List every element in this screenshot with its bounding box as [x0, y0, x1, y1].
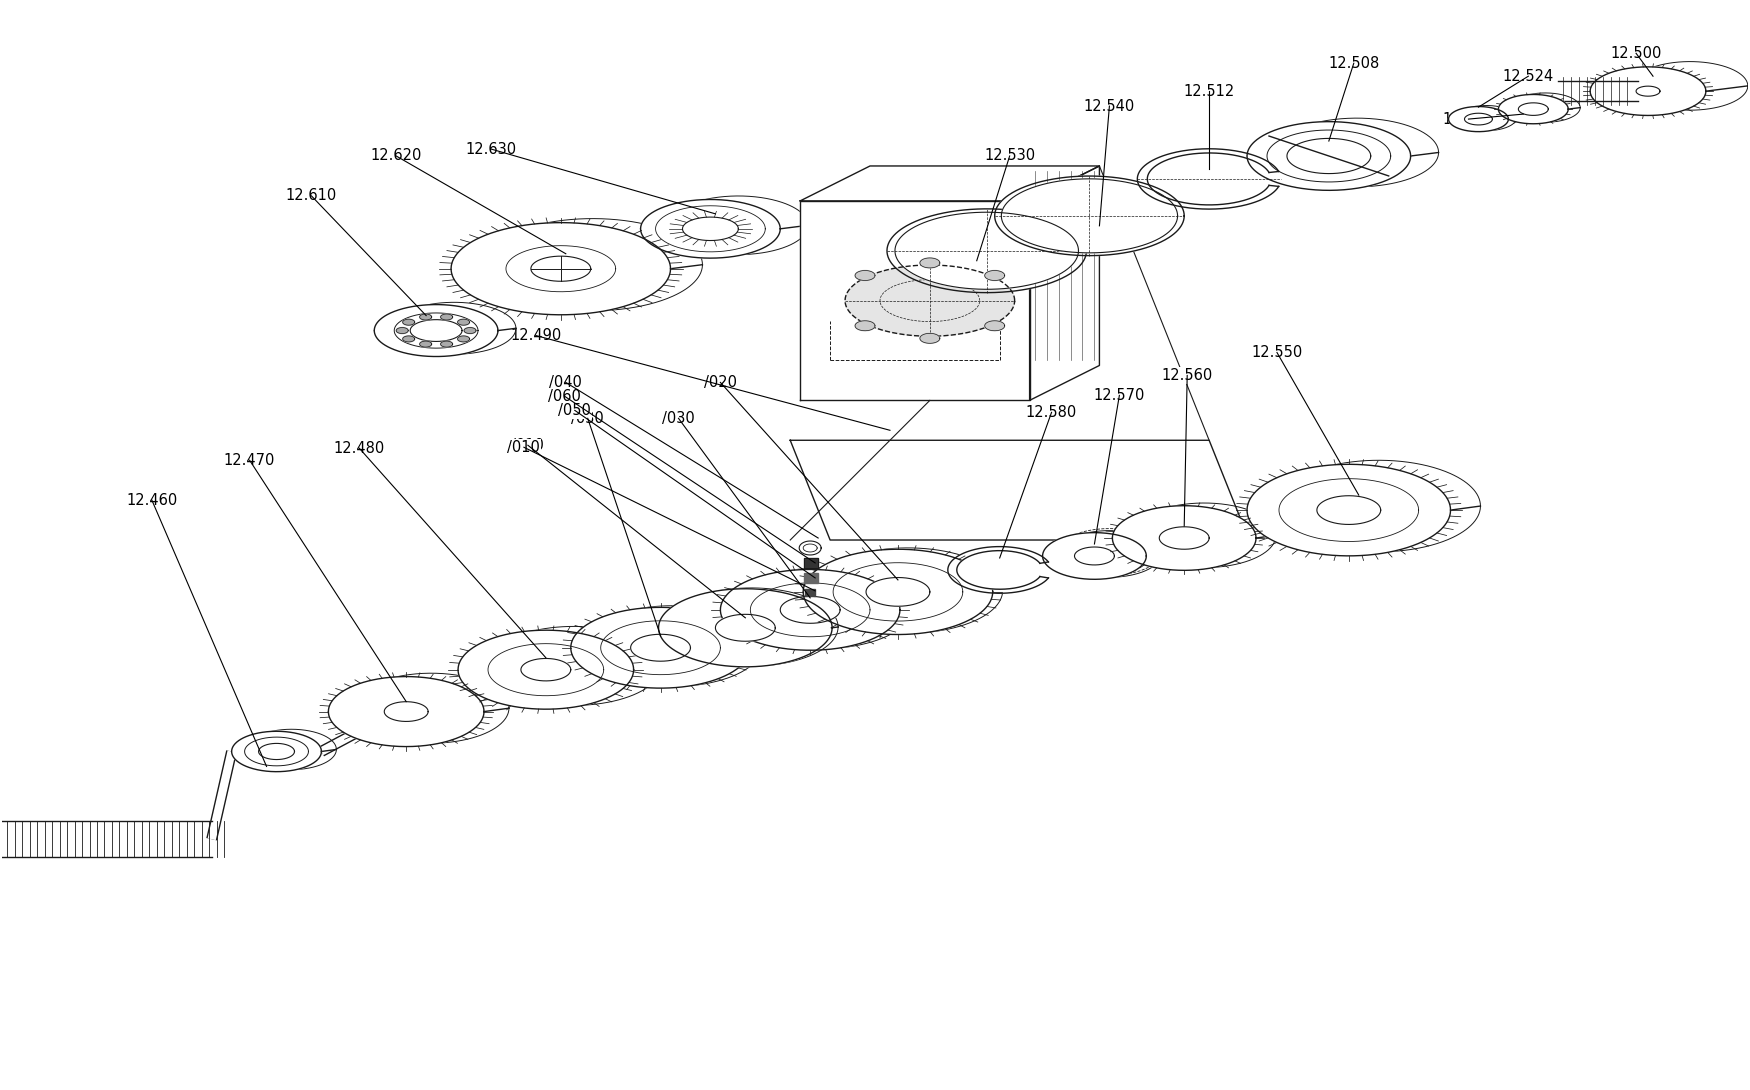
Polygon shape	[791, 440, 1250, 540]
Polygon shape	[845, 265, 1015, 336]
Polygon shape	[803, 544, 817, 552]
Polygon shape	[1519, 102, 1549, 116]
Polygon shape	[420, 314, 432, 320]
Polygon shape	[570, 607, 751, 688]
Polygon shape	[464, 328, 476, 334]
Text: /010: /010	[507, 439, 541, 455]
Polygon shape	[1248, 122, 1411, 191]
Polygon shape	[1591, 66, 1706, 116]
Text: /030: /030	[570, 411, 604, 426]
Text: /030: /030	[662, 411, 695, 426]
Polygon shape	[530, 256, 592, 281]
Polygon shape	[402, 336, 415, 342]
Polygon shape	[1636, 86, 1661, 96]
Text: /010: /010	[511, 438, 544, 452]
Polygon shape	[1138, 148, 1279, 209]
Text: /060: /060	[548, 389, 581, 404]
Text: 12.570: 12.570	[1094, 388, 1144, 403]
Polygon shape	[1158, 526, 1209, 549]
Polygon shape	[385, 702, 429, 722]
Polygon shape	[1558, 81, 1638, 101]
Polygon shape	[856, 270, 875, 280]
Text: 12.460: 12.460	[126, 493, 177, 508]
Text: 12.524: 12.524	[1503, 69, 1554, 84]
Text: 12.540: 12.540	[1083, 98, 1136, 113]
Text: 12.490: 12.490	[511, 328, 562, 343]
Polygon shape	[803, 549, 992, 634]
Polygon shape	[1498, 95, 1568, 124]
Polygon shape	[658, 589, 831, 667]
Text: 12.520: 12.520	[1442, 111, 1494, 126]
Polygon shape	[374, 304, 499, 356]
Polygon shape	[985, 270, 1004, 280]
Polygon shape	[441, 314, 453, 320]
Polygon shape	[800, 201, 1029, 400]
Polygon shape	[994, 177, 1185, 256]
Text: /050: /050	[558, 403, 592, 417]
Polygon shape	[231, 731, 322, 772]
Polygon shape	[716, 615, 775, 641]
Polygon shape	[457, 319, 469, 325]
Text: 12.470: 12.470	[224, 452, 275, 468]
Text: 12.550: 12.550	[1251, 346, 1302, 360]
Polygon shape	[420, 341, 432, 347]
Polygon shape	[1113, 506, 1256, 570]
Polygon shape	[1316, 496, 1381, 524]
Text: /040: /040	[550, 375, 583, 390]
Polygon shape	[887, 209, 1087, 292]
Polygon shape	[1248, 464, 1451, 556]
Polygon shape	[985, 320, 1004, 330]
Text: 12.630: 12.630	[466, 142, 516, 157]
Polygon shape	[259, 743, 294, 760]
Text: 12.610: 12.610	[285, 189, 338, 204]
Polygon shape	[894, 213, 1078, 289]
Polygon shape	[805, 558, 819, 568]
Polygon shape	[457, 336, 469, 342]
Polygon shape	[410, 319, 462, 341]
Polygon shape	[1074, 547, 1115, 565]
Text: 12.560: 12.560	[1162, 368, 1213, 383]
Polygon shape	[441, 341, 453, 347]
Polygon shape	[856, 320, 875, 330]
Polygon shape	[630, 634, 691, 662]
Polygon shape	[800, 541, 821, 555]
Polygon shape	[682, 217, 738, 241]
Polygon shape	[1286, 138, 1370, 173]
Text: /020: /020	[704, 375, 737, 390]
Text: 12.580: 12.580	[1026, 404, 1078, 420]
Text: 12.508: 12.508	[1328, 56, 1379, 71]
Polygon shape	[402, 319, 415, 325]
Polygon shape	[1029, 166, 1099, 400]
Text: 12.512: 12.512	[1183, 84, 1235, 99]
Text: 12.530: 12.530	[984, 148, 1036, 164]
Polygon shape	[800, 166, 1099, 201]
Polygon shape	[920, 334, 940, 343]
Text: 12.620: 12.620	[371, 148, 422, 164]
Polygon shape	[957, 550, 1040, 590]
Text: 12.480: 12.480	[334, 440, 385, 456]
Polygon shape	[1043, 533, 1146, 579]
Polygon shape	[780, 596, 840, 623]
Polygon shape	[920, 258, 940, 268]
Polygon shape	[1001, 179, 1178, 253]
Polygon shape	[329, 677, 485, 747]
Polygon shape	[721, 569, 900, 651]
Polygon shape	[805, 589, 816, 596]
Polygon shape	[640, 199, 780, 258]
Polygon shape	[949, 546, 1048, 593]
Polygon shape	[522, 658, 570, 681]
Polygon shape	[805, 573, 819, 583]
Polygon shape	[1449, 107, 1508, 132]
Polygon shape	[396, 328, 408, 334]
Polygon shape	[866, 578, 929, 606]
Polygon shape	[458, 630, 634, 710]
Polygon shape	[452, 222, 670, 315]
Polygon shape	[1465, 113, 1493, 125]
Text: 12.500: 12.500	[1610, 46, 1662, 61]
